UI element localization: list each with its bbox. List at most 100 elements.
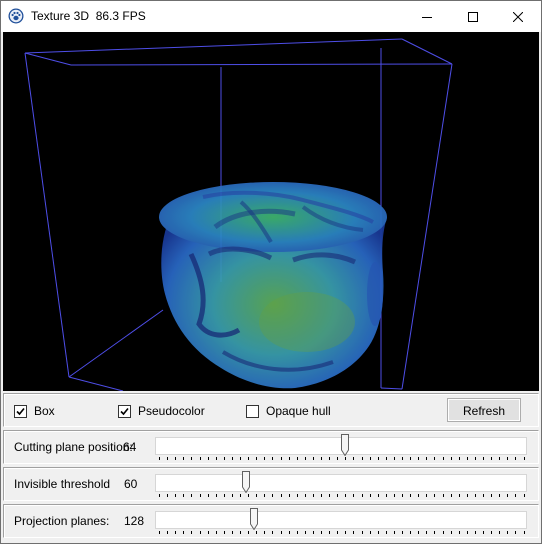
tick-mark: [499, 531, 500, 534]
tick-mark: [491, 494, 492, 497]
tick-mark: [200, 531, 201, 534]
box-checkbox[interactable]: Box: [14, 404, 55, 418]
tick-mark: [337, 494, 338, 497]
projection-planes-ticks: [159, 531, 527, 535]
tick-mark: [208, 457, 209, 460]
tick-mark: [418, 494, 419, 497]
projection-planes-row: Projection planes: 128: [3, 504, 539, 538]
tick-mark: [345, 457, 346, 460]
tick-mark: [426, 531, 427, 534]
tick-mark: [515, 457, 516, 460]
refresh-button[interactable]: Refresh: [447, 398, 521, 422]
tick-mark: [483, 531, 484, 534]
minimize-button[interactable]: [404, 1, 450, 32]
tick-mark: [191, 531, 192, 534]
tick-mark: [378, 457, 379, 460]
tick-mark: [289, 457, 290, 460]
tick-mark: [353, 457, 354, 460]
tick-mark: [191, 494, 192, 497]
tick-mark: [337, 531, 338, 534]
box-checkbox-label: Box: [34, 404, 55, 418]
render-viewport[interactable]: [3, 32, 539, 391]
tick-mark: [183, 494, 184, 497]
tick-mark: [208, 531, 209, 534]
tick-mark: [224, 531, 225, 534]
tick-mark: [321, 531, 322, 534]
tick-mark: [167, 457, 168, 460]
tick-mark: [167, 531, 168, 534]
cutting-plane-thumb[interactable]: [341, 434, 349, 456]
tick-mark: [305, 494, 306, 497]
tick-mark: [475, 457, 476, 460]
tick-mark: [386, 531, 387, 534]
pseudocolor-checkbox-box[interactable]: [118, 404, 131, 418]
tick-mark: [443, 531, 444, 534]
pseudocolor-checkbox[interactable]: Pseudocolor: [118, 404, 205, 418]
tick-mark: [386, 457, 387, 460]
tick-mark: [451, 494, 452, 497]
tick-mark: [451, 531, 452, 534]
tick-mark: [459, 531, 460, 534]
tick-mark: [224, 457, 225, 460]
tick-mark: [475, 531, 476, 534]
cutting-plane-track[interactable]: [155, 437, 527, 455]
tick-mark: [289, 494, 290, 497]
tick-mark: [240, 457, 241, 460]
opaque-hull-checkbox-box[interactable]: [246, 404, 259, 418]
tick-mark: [297, 457, 298, 460]
invisible-threshold-thumb[interactable]: [242, 471, 250, 493]
tick-mark: [418, 457, 419, 460]
projection-planes-thumb[interactable]: [250, 508, 258, 530]
opaque-hull-checkbox[interactable]: Opaque hull: [246, 404, 331, 418]
tick-mark: [524, 494, 525, 497]
checkmark-icon: [16, 407, 25, 415]
tick-mark: [434, 494, 435, 497]
tick-mark: [329, 494, 330, 497]
tick-mark: [281, 494, 282, 497]
cutting-plane-ticks: [159, 457, 527, 461]
tick-mark: [475, 494, 476, 497]
tick-mark: [507, 457, 508, 460]
controls-panel: Box Pseudocolor Opaque hull Refresh Cutt…: [3, 393, 539, 541]
tick-mark: [467, 457, 468, 460]
maximize-button[interactable]: [450, 1, 496, 32]
tick-mark: [483, 457, 484, 460]
invisible-threshold-track[interactable]: [155, 474, 527, 492]
cutting-plane-row: Cutting plane position: 64: [3, 430, 539, 464]
head-volume: [159, 182, 387, 389]
tick-mark: [507, 531, 508, 534]
title-bar[interactable]: Texture 3D 86.3 FPS: [1, 1, 541, 32]
invisible-threshold-value: 60: [124, 477, 138, 491]
tick-mark: [191, 457, 192, 460]
tick-mark: [313, 531, 314, 534]
tick-mark: [224, 494, 225, 497]
tick-mark: [256, 494, 257, 497]
tick-mark: [467, 494, 468, 497]
tick-mark: [410, 531, 411, 534]
maximize-icon: [468, 11, 478, 22]
invisible-threshold-row: Invisible threshold 60: [3, 467, 539, 501]
close-button[interactable]: [495, 1, 541, 32]
pseudocolor-checkbox-label: Pseudocolor: [138, 404, 205, 418]
tick-mark: [362, 494, 363, 497]
tick-mark: [499, 457, 500, 460]
tick-mark: [159, 457, 160, 460]
tick-mark: [507, 494, 508, 497]
box-checkbox-box[interactable]: [14, 404, 27, 418]
tick-mark: [175, 531, 176, 534]
projection-planes-track[interactable]: [155, 511, 527, 529]
tick-mark: [216, 494, 217, 497]
tick-mark: [175, 457, 176, 460]
tick-mark: [159, 531, 160, 534]
tick-mark: [175, 494, 176, 497]
tick-mark: [386, 494, 387, 497]
window-title: Texture 3D 86.3 FPS: [31, 9, 146, 23]
close-icon: [513, 11, 523, 22]
tick-mark: [370, 531, 371, 534]
tick-mark: [200, 457, 201, 460]
tick-mark: [297, 494, 298, 497]
paw-icon: [8, 8, 24, 24]
tick-mark: [216, 457, 217, 460]
projection-planes-value: 128: [124, 514, 145, 528]
